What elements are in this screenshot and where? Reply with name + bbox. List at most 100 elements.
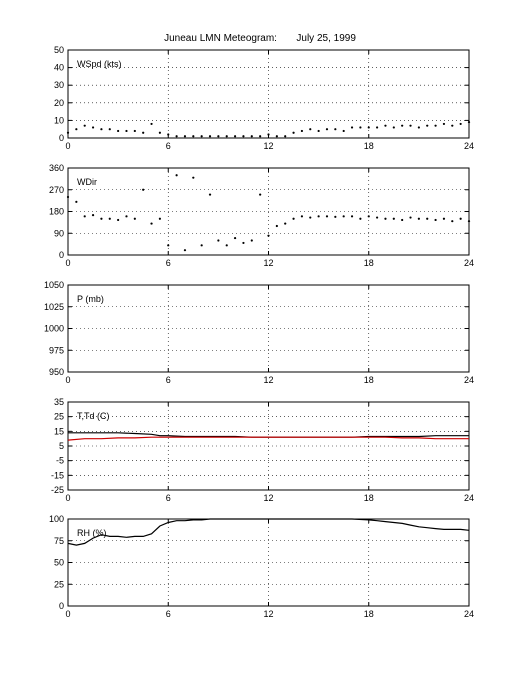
y-tick-label: 35 — [54, 397, 64, 407]
data-point — [108, 128, 111, 131]
panel-label: RH (%) — [77, 528, 107, 538]
y-tick-label: 25 — [54, 412, 64, 422]
data-point — [259, 193, 262, 196]
x-tick-label: 0 — [65, 375, 70, 385]
y-tick-label: 75 — [54, 536, 64, 546]
data-point — [317, 129, 320, 133]
data-point — [384, 124, 387, 127]
x-tick-label: 12 — [263, 258, 273, 268]
y-tick-label: 360 — [49, 163, 64, 173]
data-point — [242, 241, 245, 245]
data-point — [292, 131, 295, 134]
data-point — [158, 131, 161, 134]
y-tick-label: 25 — [54, 579, 64, 589]
data-point — [158, 217, 161, 220]
data-point — [117, 129, 120, 133]
data-point — [342, 129, 345, 133]
x-tick-label: 12 — [263, 493, 273, 503]
data-point — [417, 217, 420, 220]
y-tick-label: 20 — [54, 98, 64, 108]
data-point — [275, 135, 278, 138]
data-point — [91, 214, 95, 217]
data-point — [367, 215, 370, 218]
series-line-1 — [67, 436, 469, 441]
x-tick-label: 18 — [364, 375, 374, 385]
data-point — [401, 218, 404, 222]
x-tick-label: 18 — [364, 493, 374, 503]
y-tick-label: 50 — [54, 558, 64, 568]
data-point — [200, 135, 203, 138]
data-point — [225, 135, 228, 138]
data-point — [426, 124, 429, 127]
y-tick-label: -5 — [56, 456, 64, 466]
data-point — [417, 126, 420, 129]
panel-2: 0 6 12 18 24 950 975 1000 1025 1050 P (mb) — [44, 280, 474, 385]
data-point — [133, 129, 136, 133]
data-point — [284, 135, 287, 138]
x-tick-label: 18 — [364, 258, 374, 268]
x-tick-label: 18 — [364, 141, 374, 151]
data-point — [142, 131, 145, 134]
data-point — [83, 215, 86, 218]
x-tick-label: 24 — [464, 493, 474, 503]
y-tick-label: -25 — [51, 485, 64, 495]
data-point — [384, 217, 387, 220]
chart-title: Juneau LMN Meteogram: July 25, 1999 — [164, 33, 356, 44]
y-tick-label: 15 — [54, 426, 64, 436]
y-tick-label: 1050 — [44, 280, 64, 290]
x-tick-label: 18 — [364, 609, 374, 619]
y-tick-label: 40 — [54, 63, 64, 73]
data-point — [409, 124, 412, 127]
x-tick-label: 0 — [65, 609, 70, 619]
data-point — [142, 188, 145, 191]
data-point — [150, 122, 153, 126]
data-point — [108, 217, 111, 220]
y-tick-label: 50 — [54, 45, 64, 55]
panel-label: WSpd (kts) — [77, 59, 122, 69]
panel-1: 0 6 12 18 24 0 90 180 270 360 WDir — [49, 163, 474, 268]
x-tick-label: 24 — [464, 258, 474, 268]
data-point — [242, 135, 245, 138]
data-point — [350, 215, 354, 218]
data-point — [350, 126, 354, 129]
panel-0: 0 6 12 18 24 0 10 20 30 40 50 WSpd (kts) — [54, 45, 474, 151]
data-point — [325, 128, 329, 131]
data-point — [267, 234, 270, 237]
data-point — [300, 215, 304, 218]
x-tick-label: 24 — [464, 141, 474, 151]
x-tick-label: 6 — [166, 493, 171, 503]
data-point — [133, 217, 136, 220]
data-point — [275, 224, 278, 228]
data-point — [267, 133, 270, 136]
data-point — [376, 126, 379, 129]
panel-3: 0 6 12 18 24 -25 -15 -5 5 15 25 35 T,Td (C) — [51, 397, 474, 503]
x-tick-label: 6 — [166, 609, 171, 619]
x-tick-label: 24 — [464, 375, 474, 385]
x-tick-label: 6 — [166, 375, 171, 385]
data-point — [342, 215, 345, 218]
data-point — [442, 217, 446, 220]
y-tick-label: 1000 — [44, 324, 64, 334]
x-tick-label: 0 — [65, 141, 70, 151]
x-tick-label: 12 — [263, 609, 273, 619]
data-point — [434, 124, 437, 127]
data-point — [100, 217, 103, 220]
data-point — [359, 126, 362, 129]
data-point — [167, 244, 170, 247]
data-point — [117, 218, 120, 222]
x-tick-label: 6 — [166, 141, 171, 151]
data-point — [459, 217, 462, 220]
x-tick-label: 24 — [464, 609, 474, 619]
data-point — [225, 244, 228, 247]
data-point — [100, 128, 103, 131]
data-point — [91, 126, 95, 129]
y-tick-label: 270 — [49, 185, 64, 195]
data-point — [183, 249, 187, 252]
x-tick-label: 12 — [263, 375, 273, 385]
data-point — [208, 135, 212, 138]
data-point — [208, 193, 212, 196]
data-point — [401, 124, 404, 127]
panel-label: WDir — [77, 177, 97, 187]
data-point — [392, 217, 395, 220]
